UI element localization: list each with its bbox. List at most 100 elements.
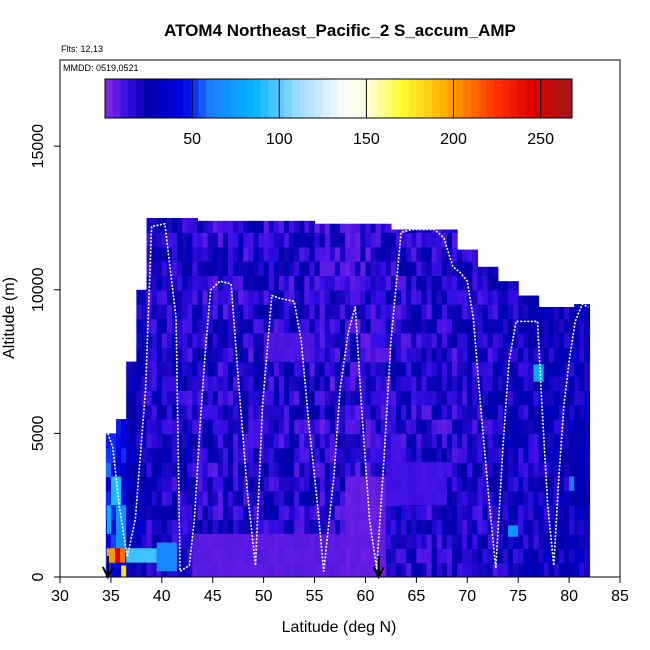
- heatmap-cell: [233, 275, 239, 291]
- heatmap-cell: [161, 433, 168, 449]
- heatmap-cell: [446, 462, 453, 478]
- heatmap-cell: [156, 232, 163, 248]
- heatmap-cell: [263, 519, 270, 535]
- heatmap-cell: [284, 289, 290, 305]
- heatmap-cell: [207, 232, 214, 248]
- heatmap-cell-high: [569, 476, 575, 491]
- heatmap-cell: [446, 318, 453, 334]
- heatmap-cell: [309, 433, 316, 449]
- heatmap-cell: [406, 519, 412, 535]
- heatmap-cell: [472, 318, 479, 334]
- heatmap-cell: [273, 232, 280, 248]
- heatmap-cell: [324, 261, 331, 277]
- heatmap-cell: [228, 275, 234, 291]
- colorbar-band: [136, 79, 145, 118]
- heatmap-cell: [508, 447, 514, 463]
- heatmap-cell: [472, 249, 479, 262]
- heatmap-cell: [558, 361, 565, 377]
- heatmap-cell: [217, 433, 224, 449]
- heatmap-cell: [340, 476, 346, 492]
- heatmap-cell: [314, 232, 321, 248]
- heatmap-cell: [329, 223, 336, 233]
- heatmap-cell: [457, 562, 463, 577]
- heatmap-cell: [416, 361, 423, 377]
- heatmap-cell: [197, 519, 204, 535]
- heatmap-cell: [212, 275, 219, 291]
- heatmap-cell: [579, 476, 585, 492]
- heatmap-cell: [187, 217, 193, 233]
- heatmap-cell: [314, 447, 321, 463]
- heatmap-cell: [166, 304, 173, 320]
- heatmap-cell: [273, 490, 280, 506]
- heatmap-cell: [233, 318, 239, 334]
- heatmap-cell: [248, 232, 255, 248]
- heatmap-cell: [558, 318, 565, 334]
- heatmap-cell: [238, 390, 244, 406]
- heatmap-cell: [355, 447, 361, 463]
- heatmap-cell: [472, 490, 479, 506]
- heatmap-cell: [553, 390, 560, 406]
- heatmap-cell: [334, 304, 341, 320]
- heatmap-cell: [457, 261, 463, 277]
- heatmap-cell: [238, 361, 244, 377]
- heatmap-cell: [579, 404, 585, 420]
- heatmap-cell: [334, 275, 341, 291]
- heatmap-cell: [146, 462, 153, 478]
- heatmap-cell: [116, 419, 122, 434]
- heatmap-cell: [105, 447, 112, 463]
- heatmap-cell: [273, 261, 280, 277]
- heatmap-cell: [278, 505, 285, 521]
- heatmap-cell: [116, 562, 122, 577]
- heatmap-cell: [533, 562, 540, 577]
- heatmap-cell: [569, 433, 575, 449]
- heatmap-cell: [340, 289, 346, 305]
- heatmap-cell: [564, 490, 570, 506]
- colorbar-band: [221, 79, 231, 118]
- heatmap-cell: [477, 562, 484, 577]
- heatmap-cell: [492, 304, 499, 320]
- heatmap-cell: [436, 533, 443, 549]
- heatmap-cell: [146, 217, 153, 233]
- colorbar-band: [533, 79, 542, 118]
- heatmap-cell: [299, 246, 305, 262]
- heatmap-cell: [406, 404, 412, 420]
- heatmap-cell: [121, 490, 127, 506]
- heatmap-cell: [273, 361, 280, 377]
- heatmap-cell: [421, 419, 428, 434]
- heatmap-cell: [228, 332, 234, 348]
- heatmap-cell: [528, 304, 535, 320]
- heatmap-cell: [528, 361, 535, 377]
- heatmap-cell: [467, 361, 473, 377]
- heatmap-cell: [110, 562, 117, 577]
- heatmap-cell: [289, 462, 295, 478]
- heatmap-cell: [238, 261, 244, 277]
- heatmap-cell: [564, 318, 570, 334]
- y-tick-label: 15000: [30, 124, 47, 169]
- heatmap-cell: [187, 548, 193, 564]
- heatmap-cell: [233, 433, 239, 449]
- heatmap-cell: [126, 375, 132, 391]
- heatmap-cell: [492, 476, 499, 492]
- heatmap-cell: [248, 361, 255, 377]
- heatmap-cell: [156, 533, 163, 549]
- heatmap-cell: [513, 361, 519, 377]
- heatmap-cell: [253, 505, 260, 521]
- heatmap-cell: [299, 447, 305, 463]
- heatmap-cell: [508, 304, 514, 320]
- heatmap-cell: [523, 433, 529, 449]
- heatmap-cell: [156, 404, 163, 420]
- heatmap-cell: [172, 275, 178, 291]
- heatmap-cell: [553, 519, 560, 535]
- heatmap-cell: [457, 404, 463, 420]
- heatmap-cell: [258, 462, 265, 478]
- colorbar-band: [431, 79, 441, 118]
- heatmap-cell: [197, 289, 204, 305]
- heatmap-cell: [324, 375, 331, 391]
- colorbar-band: [245, 79, 254, 118]
- heatmap-cell: [584, 490, 591, 506]
- heatmap-cell: [579, 562, 585, 577]
- heatmap-cell: [166, 347, 173, 363]
- heatmap-cell: [543, 361, 550, 377]
- heatmap-cell: [253, 490, 260, 506]
- heatmap-cell: [472, 533, 479, 549]
